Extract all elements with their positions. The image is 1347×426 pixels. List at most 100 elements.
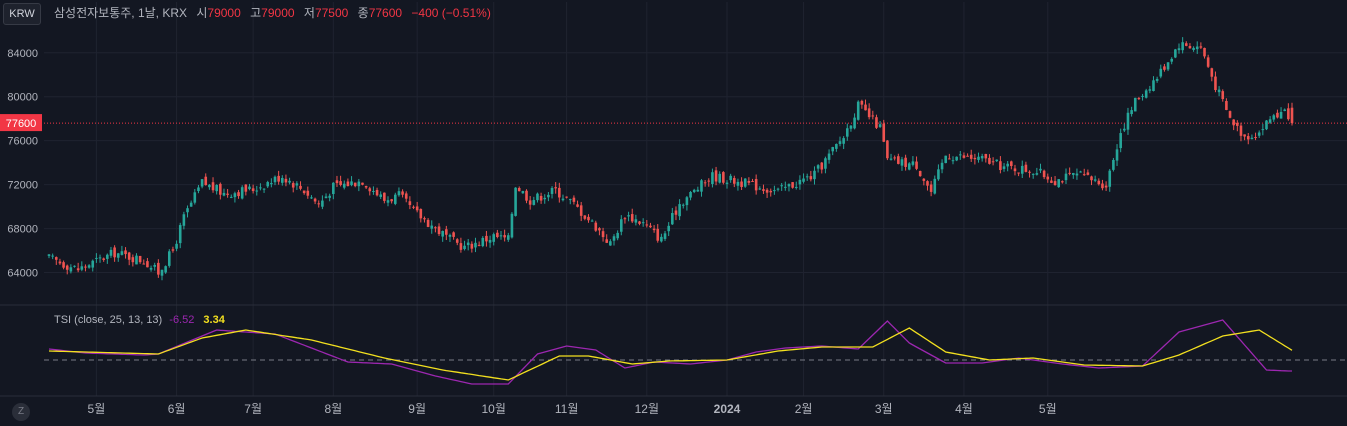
candle-body [445, 229, 448, 235]
candle [951, 156, 955, 165]
candle [824, 156, 827, 174]
candle [193, 189, 197, 205]
candle-body [1028, 171, 1031, 173]
candle-body [937, 169, 940, 180]
candle [492, 232, 496, 246]
candle-body [525, 190, 528, 201]
candle-body [459, 243, 463, 250]
candle-body [1155, 78, 1159, 81]
candle [740, 177, 743, 191]
candle-body [1276, 112, 1279, 118]
time-tick-label: 5월 [88, 402, 106, 416]
price-tick-label: 80000 [7, 92, 38, 104]
candle [539, 192, 543, 204]
close-label: 종 [357, 6, 369, 20]
candle [627, 211, 630, 222]
candle-body [302, 190, 306, 194]
candle-body [1206, 57, 1210, 67]
candle-body [1115, 149, 1119, 161]
candle [543, 194, 547, 204]
candle [969, 149, 973, 162]
candle-body [1250, 137, 1254, 140]
candle-body [1075, 173, 1079, 176]
close-value: 77600 [368, 6, 403, 20]
candle [437, 223, 441, 236]
candle [375, 187, 379, 197]
candle-body [361, 182, 364, 185]
candle-body [845, 128, 849, 137]
candle-body [893, 157, 896, 159]
price-axis[interactable]: 84000 80000 76000 72000 68000 64000 [7, 48, 38, 280]
candle-body [328, 195, 331, 198]
candle-body [652, 228, 656, 231]
candle [280, 175, 284, 186]
candle-body [1268, 119, 1272, 123]
candle [1217, 86, 1221, 97]
candle-body [805, 176, 809, 178]
candle-body [853, 117, 856, 129]
candle-body [554, 187, 557, 189]
candle [332, 182, 335, 200]
candle-body [1064, 173, 1068, 181]
candle-body [1017, 172, 1020, 174]
candle-body [127, 252, 131, 260]
candle-body [645, 224, 649, 226]
candle [372, 186, 375, 195]
candle [948, 153, 951, 160]
candle [995, 159, 999, 163]
candle-body [612, 236, 616, 241]
candle-body [517, 188, 521, 192]
candle [918, 170, 922, 177]
candle [550, 186, 554, 199]
candle-body [215, 184, 218, 192]
candle-body [1232, 119, 1235, 126]
candle [364, 185, 368, 190]
last-price-badge: 77600 [0, 114, 42, 132]
price-tick-label: 84000 [7, 48, 38, 60]
candle [922, 178, 926, 186]
candle-body [1181, 42, 1184, 51]
time-tick-label: 2024 [714, 402, 741, 416]
zoom-button[interactable]: Z [12, 403, 30, 421]
candle [379, 191, 383, 200]
candle [598, 227, 601, 236]
candle-body [229, 196, 233, 198]
candle-body [999, 161, 1002, 171]
candle [977, 152, 980, 163]
candle-body [510, 213, 514, 238]
candle [703, 179, 707, 187]
time-tick-label: 5월 [1039, 402, 1057, 416]
candle-body [463, 245, 466, 250]
candle [233, 191, 237, 203]
candle [426, 218, 430, 228]
candle-body [368, 188, 372, 192]
candle-body [175, 243, 178, 249]
candle [776, 187, 780, 192]
candle [474, 237, 477, 253]
candle-body [827, 153, 831, 160]
candle [583, 215, 587, 221]
candle [835, 143, 838, 152]
candle [926, 180, 929, 191]
candle-body [95, 257, 98, 259]
candle-body [106, 254, 109, 259]
candle-body [280, 177, 284, 183]
candle [980, 153, 984, 162]
candle-body [638, 221, 641, 224]
candle [860, 99, 864, 109]
time-axis[interactable]: 5월 6월 7월 8월 9월 10월 11월 12월 2024 2월 3월 4월 5월 [88, 402, 1057, 416]
candle-body [80, 266, 84, 270]
candle-body [948, 158, 951, 160]
candle [1155, 76, 1159, 83]
candle [616, 230, 619, 241]
candle [732, 175, 736, 188]
currency-button[interactable]: KRW [3, 3, 41, 25]
candle [404, 191, 408, 203]
candle-body [918, 171, 922, 177]
candle-body [722, 172, 725, 183]
candle [652, 225, 656, 233]
candle-body [1133, 97, 1137, 112]
candle-body [718, 173, 722, 183]
candle [612, 234, 616, 246]
